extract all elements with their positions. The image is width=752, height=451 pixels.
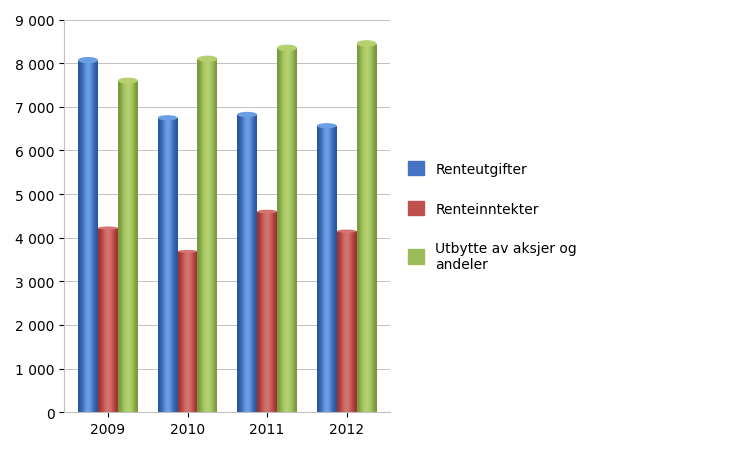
Ellipse shape [337, 230, 356, 233]
Ellipse shape [238, 113, 257, 118]
Ellipse shape [98, 227, 118, 230]
Ellipse shape [158, 116, 177, 121]
Ellipse shape [198, 56, 217, 63]
Ellipse shape [277, 46, 297, 52]
Ellipse shape [177, 250, 198, 253]
Ellipse shape [257, 210, 277, 214]
Ellipse shape [118, 78, 138, 84]
Legend: Renteutgifter, Renteinntekter, Utbytte av aksjer og
andeler: Renteutgifter, Renteinntekter, Utbytte a… [401, 155, 584, 278]
Ellipse shape [78, 58, 98, 64]
Ellipse shape [317, 124, 337, 129]
Ellipse shape [356, 41, 377, 48]
